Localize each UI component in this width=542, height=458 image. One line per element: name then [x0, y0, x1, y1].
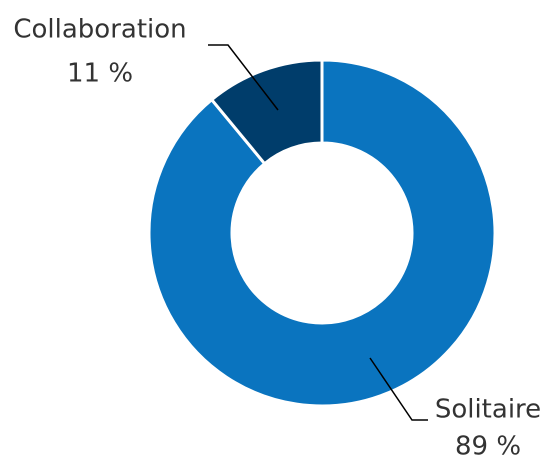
donut-segment	[147, 58, 497, 408]
value-label: 89 %	[455, 432, 521, 458]
category-label: Solitaire	[435, 395, 541, 425]
category-label: Collaboration	[13, 15, 186, 45]
leader-line	[208, 44, 279, 111]
leader-line	[369, 357, 428, 421]
value-label: 11 %	[67, 59, 133, 89]
donut-segment	[209, 58, 324, 166]
